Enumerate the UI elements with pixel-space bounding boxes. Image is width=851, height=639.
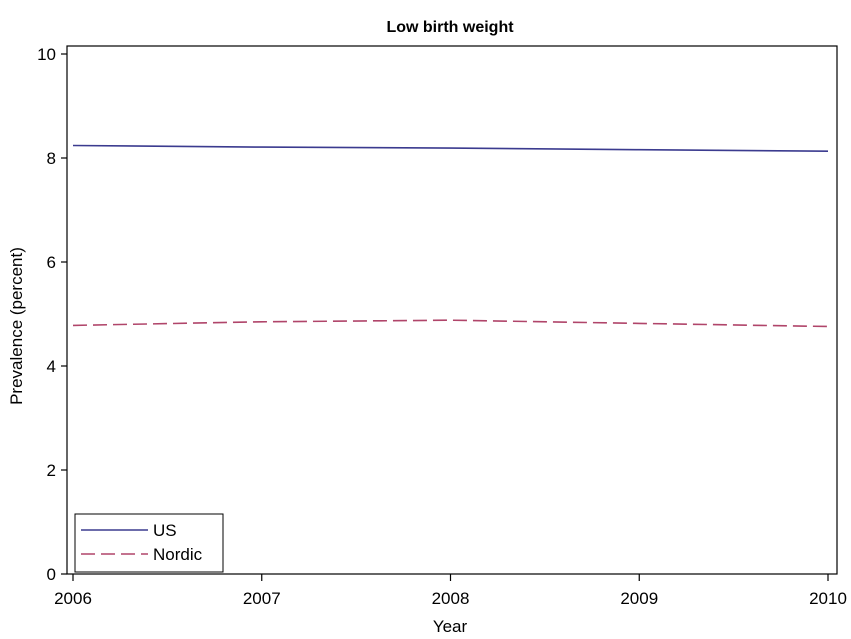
series-layer: [72, 144, 829, 328]
chart-title: Low birth weight: [386, 19, 514, 36]
legend-label-us: US: [153, 521, 177, 540]
y-tick-label: 2: [47, 461, 56, 480]
y-axis-label: Prevalence (percent): [7, 247, 26, 405]
legend-label-nordic: Nordic: [153, 545, 203, 564]
x-axis-label: Year: [433, 617, 468, 636]
x-tick-label: 2009: [620, 589, 658, 608]
legend-box: [74, 513, 224, 573]
legend: US Nordic: [74, 513, 224, 573]
y-axis-ticks: 0 2 4 6 8 10: [37, 45, 67, 584]
series-line-us: [72, 144, 829, 152]
x-tick-label: 2008: [432, 589, 470, 608]
y-tick-label: 0: [47, 565, 56, 584]
y-tick-label: 4: [47, 357, 56, 376]
y-tick-label: 6: [47, 253, 56, 272]
x-tick-label: 2010: [809, 589, 847, 608]
y-tick-label: 10: [37, 45, 56, 64]
y-tick-label: 8: [47, 149, 56, 168]
x-tick-label: 2006: [54, 589, 92, 608]
plot-area-frame: [66, 45, 838, 575]
series-line-nordic: [72, 319, 829, 328]
x-axis-ticks: 2006 2007 2008 2009 2010: [54, 574, 847, 608]
x-tick-label: 2007: [243, 589, 281, 608]
